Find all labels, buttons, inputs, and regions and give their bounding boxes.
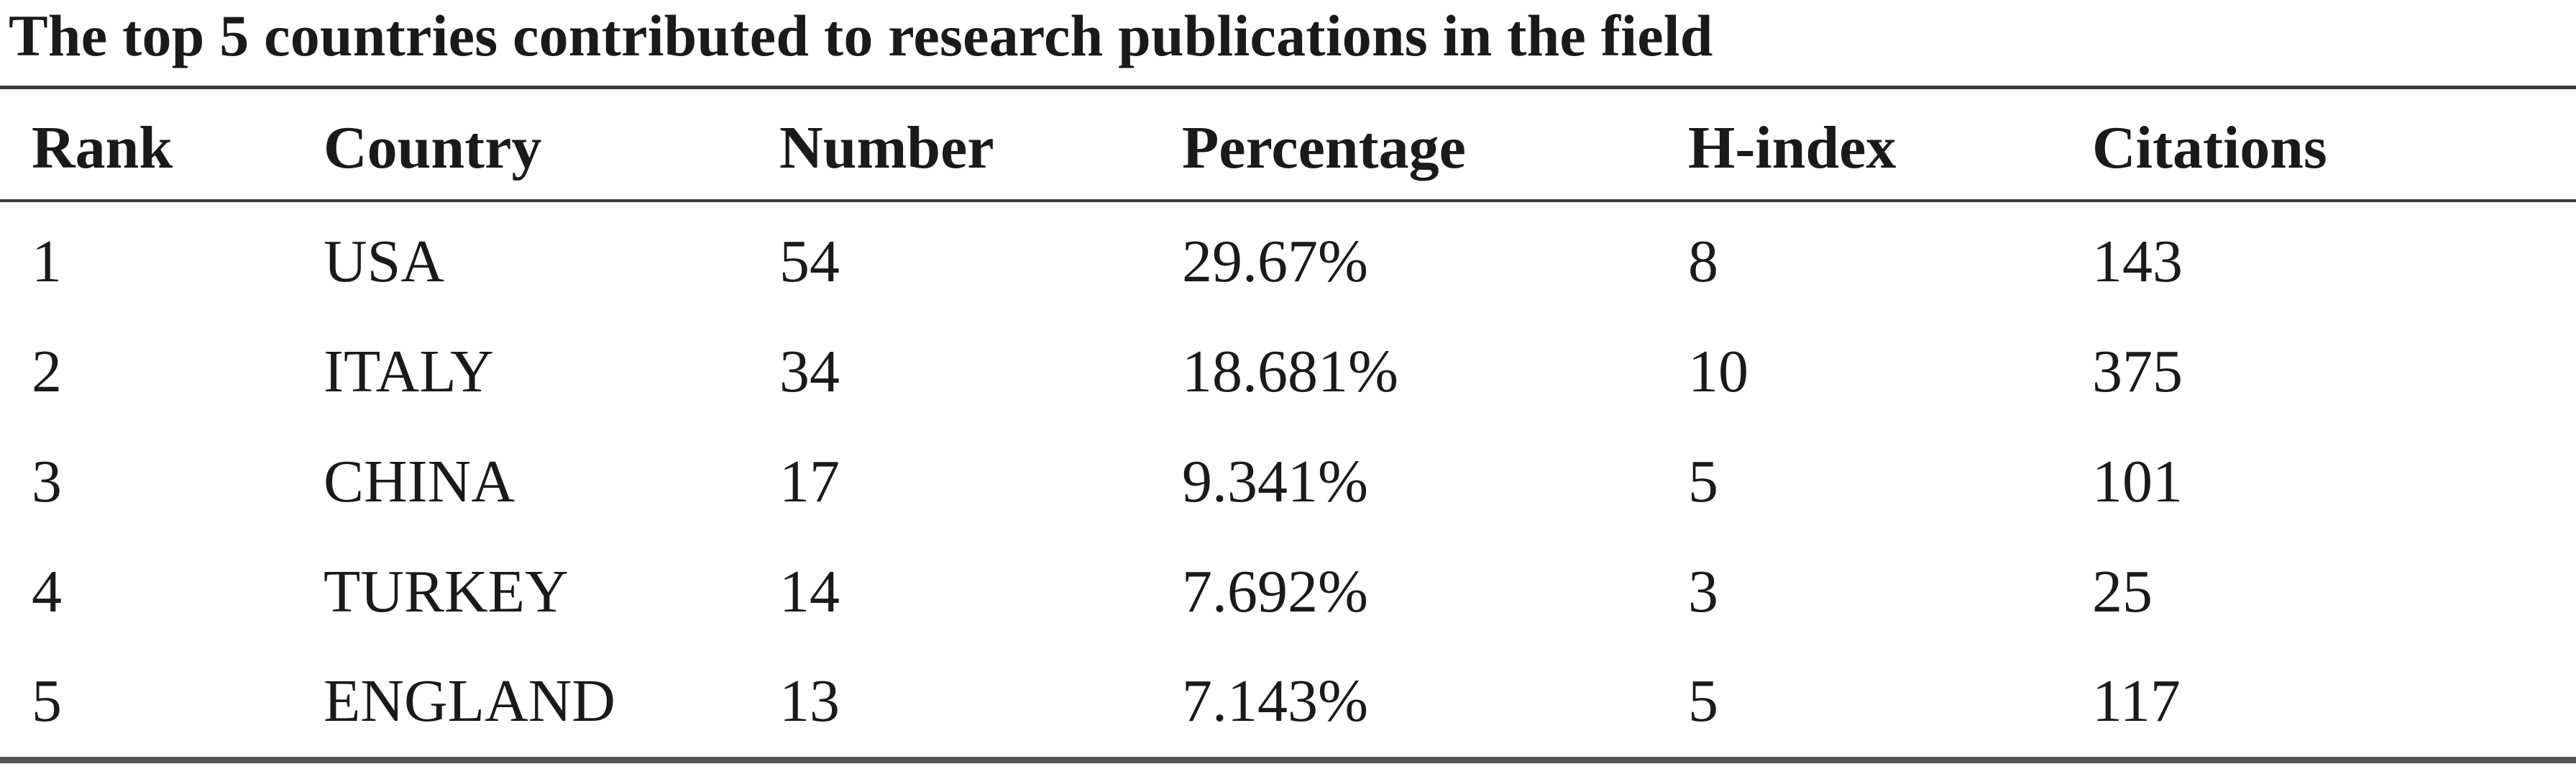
cell-citations: 101 bbox=[2092, 448, 2183, 515]
cell-country: ITALY bbox=[324, 338, 494, 405]
header-number: Number bbox=[779, 114, 994, 181]
header-citations: Citations bbox=[2092, 114, 2327, 181]
cell-citations: 143 bbox=[2092, 228, 2183, 295]
cell-rank: 1 bbox=[32, 228, 62, 295]
cell-percentage: 29.67% bbox=[1182, 228, 1368, 295]
cell-citations: 117 bbox=[2092, 668, 2181, 735]
cell-number: 17 bbox=[779, 448, 840, 515]
cell-country: TURKEY bbox=[324, 558, 569, 625]
cell-percentage: 9.341% bbox=[1182, 448, 1368, 515]
table-row: 4 TURKEY 14 7.692% 3 25 bbox=[0, 538, 2576, 646]
header-percentage: Percentage bbox=[1182, 114, 1466, 181]
cell-country: ENGLAND bbox=[324, 668, 615, 735]
cell-citations: 25 bbox=[2092, 558, 2153, 625]
cell-rank: 3 bbox=[32, 448, 62, 515]
table-row: 3 CHINA 17 9.341% 5 101 bbox=[0, 428, 2576, 536]
cell-h-index: 8 bbox=[1688, 228, 1718, 295]
cell-number: 14 bbox=[779, 558, 840, 625]
header-rule bbox=[0, 199, 2576, 202]
cell-h-index: 10 bbox=[1688, 338, 1748, 405]
cell-percentage: 7.692% bbox=[1182, 558, 1368, 625]
bottom-rule bbox=[0, 757, 2576, 763]
cell-rank: 2 bbox=[32, 338, 62, 405]
table-row: 1 USA 54 29.67% 8 143 bbox=[0, 208, 2576, 316]
cell-citations: 375 bbox=[2092, 338, 2183, 405]
cell-country: CHINA bbox=[324, 448, 515, 515]
cell-number: 34 bbox=[779, 338, 840, 405]
cell-rank: 5 bbox=[32, 668, 62, 735]
cell-rank: 4 bbox=[32, 558, 62, 625]
cell-h-index: 5 bbox=[1688, 668, 1718, 735]
cell-country: USA bbox=[324, 228, 445, 295]
header-country: Country bbox=[324, 114, 542, 181]
cell-h-index: 3 bbox=[1688, 558, 1718, 625]
top-rule bbox=[0, 86, 2576, 89]
cell-percentage: 18.681% bbox=[1182, 338, 1398, 405]
cell-h-index: 5 bbox=[1688, 448, 1718, 515]
table-row: 5 ENGLAND 13 7.143% 5 117 bbox=[0, 647, 2576, 755]
cell-number: 13 bbox=[779, 668, 840, 735]
header-h-index: H-index bbox=[1688, 114, 1897, 181]
table-title: The top 5 countries contributed to resea… bbox=[9, 3, 1713, 68]
table-row: 2 ITALY 34 18.681% 10 375 bbox=[0, 318, 2576, 426]
cell-number: 54 bbox=[779, 228, 840, 295]
header-rank: Rank bbox=[32, 114, 173, 181]
table-header-row: Rank Country Number Percentage H-index C… bbox=[0, 94, 2576, 202]
cell-percentage: 7.143% bbox=[1182, 668, 1368, 735]
